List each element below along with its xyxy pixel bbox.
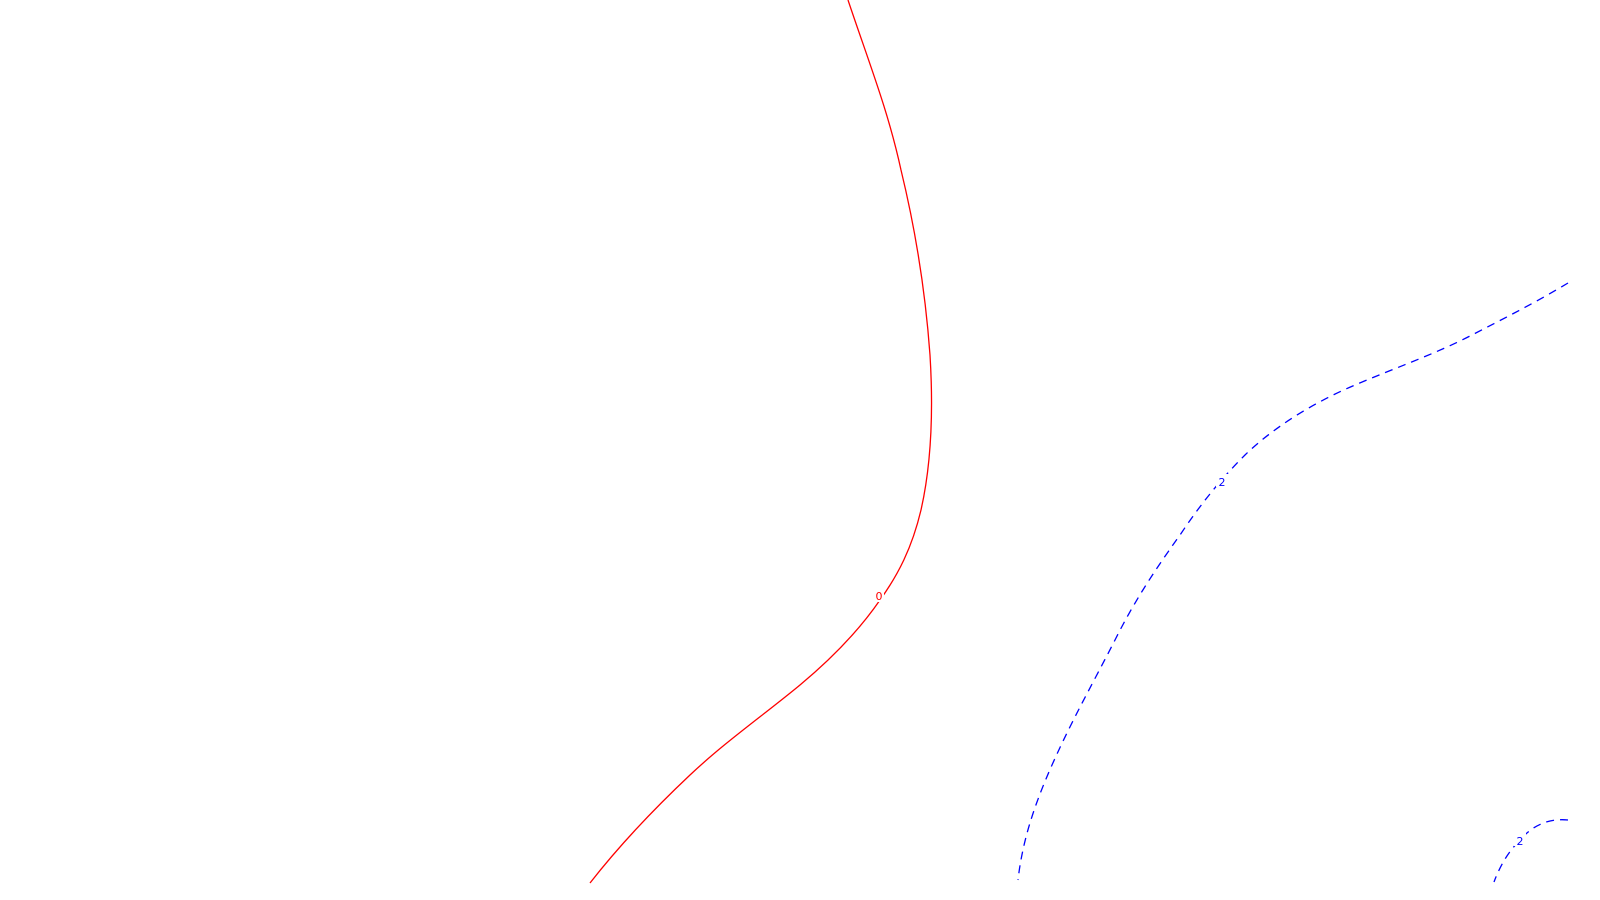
- contour-label-bg-2-b: [1514, 833, 1526, 846]
- contour-line-0: [589, 0, 933, 884]
- contour-label-bg-2-a: [1216, 474, 1228, 487]
- contour-label-2-a: 2: [1219, 476, 1226, 489]
- contour-label-0: 0: [876, 590, 883, 603]
- contour-line-2-a: [1017, 282, 1569, 881]
- contour-line-2-b: [1493, 819, 1569, 883]
- contour-label-bg-0: [873, 589, 884, 602]
- contour-label-2-b: 2: [1517, 835, 1524, 848]
